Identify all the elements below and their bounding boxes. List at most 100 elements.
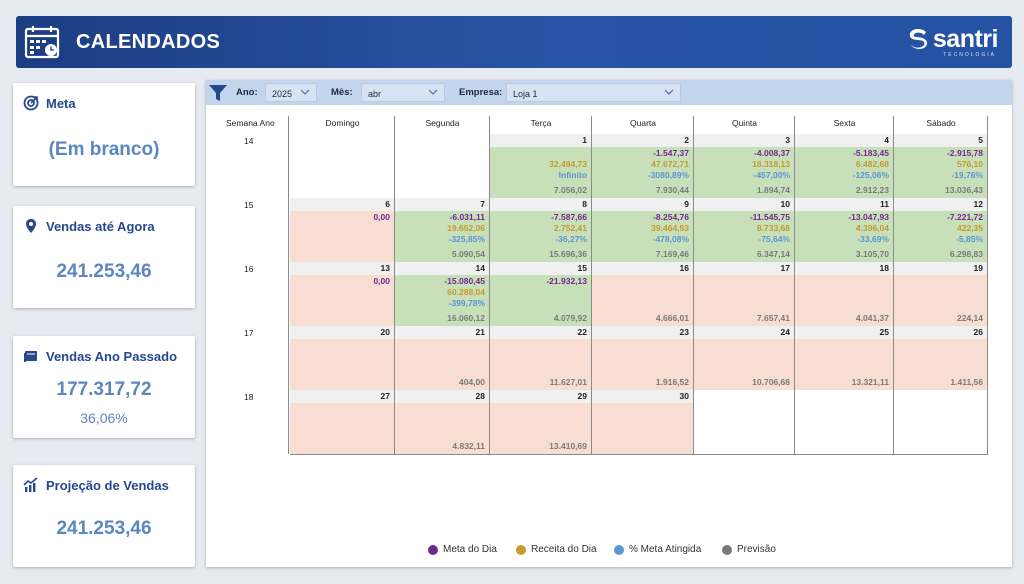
- day-number: 19: [894, 262, 987, 275]
- meta-do-dia-value: -6.031,11: [449, 212, 485, 222]
- empresa-select[interactable]: Loja 1: [506, 83, 681, 102]
- calendar-day-cell[interactable]: 7 -6.031,11 19.652,06 -325,85% 5.090,54: [395, 198, 489, 262]
- previsao-value: 4.666,01: [655, 313, 689, 323]
- day-cell-body: -1.547,37 47.672,71 -3080,89% 7.930,44: [592, 147, 693, 198]
- legend-item: Receita do Dia: [516, 544, 597, 555]
- week-number: 15: [244, 200, 254, 210]
- grid-line: [987, 116, 988, 454]
- day-number: 17: [694, 262, 794, 275]
- previsao-value: 10.706,68: [752, 377, 790, 387]
- calendar-day-cell[interactable]: 20: [290, 326, 394, 390]
- day-cell-body: 13.321,11: [795, 339, 893, 390]
- calendar-day-cell[interactable]: 3 -4.008,37 18.318,13 -457,00% 1.894,74: [694, 134, 794, 198]
- calendar-day-cell[interactable]: 12 -7.221,72 422,35 -5,85% 6.298,83: [894, 198, 987, 262]
- receita-do-dia-value: 576,10: [957, 159, 983, 169]
- previsao-value: 4.041,37: [855, 313, 889, 323]
- calendar-panel: Ano: 2025 Mês: abr Empresa: Loja 1 Seman…: [206, 80, 1012, 567]
- calendar-day-cell[interactable]: 30: [592, 390, 693, 454]
- calendar-day-cell[interactable]: 6 0,00: [290, 198, 394, 262]
- calendar-day-cell[interactable]: 5 -2.915,78 576,10 -19,76% 13.036,43: [894, 134, 987, 198]
- calendar-day-cell[interactable]: 9 -8.254,76 39.464,53 -478,08% 7.169,46: [592, 198, 693, 262]
- meta-atingida-value: -19,76%: [951, 170, 983, 180]
- day-cell-body: -21.932,13 4.079,92: [490, 275, 591, 326]
- previsao-value: 3.105,70: [855, 249, 889, 259]
- calendar-day-cell[interactable]: 13 0,00: [290, 262, 394, 326]
- calendar-day-cell[interactable]: 1 32.494,73 Infinito 7.056,02: [490, 134, 591, 198]
- day-number: 20: [290, 326, 394, 339]
- ano-select[interactable]: 2025: [265, 83, 317, 102]
- calendar-day-cell[interactable]: 29 13.410,69: [490, 390, 591, 454]
- meta-do-dia-value: 0,00: [373, 276, 390, 286]
- vendas-agora-title: Vendas até Agora: [23, 218, 155, 234]
- day-cell-body: -7.221,72 422,35 -5,85% 6.298,83: [894, 211, 987, 262]
- calendar-day-cell[interactable]: 28 4.832,11: [395, 390, 489, 454]
- calendar-day-cell[interactable]: 14 -15.080,45 60.288,04 -399,78% 16.060,12: [395, 262, 489, 326]
- calendar-day-cell[interactable]: 8 -7.587,66 2.752,41 -36,27% 15.696,36: [490, 198, 591, 262]
- meta-atingida-value: -125,06%: [852, 170, 889, 180]
- filter-bar: Ano: 2025 Mês: abr Empresa: Loja 1: [206, 80, 1012, 105]
- legend-dot-icon: [428, 544, 438, 555]
- receita-do-dia-value: 18.318,13: [752, 159, 790, 169]
- calendar-day-cell[interactable]: 11 -13.047,93 4.396,04 -33,69% 3.105,70: [795, 198, 893, 262]
- day-number: 3: [694, 134, 794, 147]
- day-number: 6: [290, 198, 394, 211]
- day-number: 2: [592, 134, 693, 147]
- day-number: 15: [490, 262, 591, 275]
- meta-do-dia-value: -8.254,76: [653, 212, 689, 222]
- calendar-day-cell[interactable]: 22 11.627,01: [490, 326, 591, 390]
- week-number: 18: [244, 392, 254, 402]
- calendar-day-cell[interactable]: 25 13.321,11: [795, 326, 893, 390]
- week-number: 17: [244, 328, 254, 338]
- day-cell-body: 13.410,69: [490, 403, 591, 454]
- santri-logo: santri TECNOLOGIA: [905, 26, 999, 58]
- mes-select[interactable]: abr: [361, 83, 445, 102]
- calendar-day-cell[interactable]: 27: [290, 390, 394, 454]
- app-header: CALENDADOS santri TECNOLOGIA: [16, 16, 1012, 68]
- receita-do-dia-value: 422,35: [957, 223, 983, 233]
- calendar-day-cell[interactable]: 4 -5.183,45 6.482,68 -125,06% 2.912,23: [795, 134, 893, 198]
- calendar-day-cell[interactable]: 17 7.657,41: [694, 262, 794, 326]
- meta-card: Meta (Em branco): [13, 83, 195, 186]
- day-cell-body: -6.031,11 19.652,06 -325,85% 5.090,54: [395, 211, 489, 262]
- calendar-day-cell[interactable]: 19 224,14: [894, 262, 987, 326]
- day-cell-body: 1.411,56: [894, 339, 987, 390]
- chevron-down-icon: [300, 89, 310, 95]
- meta-atingida-value: -75,64%: [758, 234, 790, 244]
- day-cell-body: 0,00: [290, 211, 394, 262]
- calendar-day-cell[interactable]: 26 1.411,56: [894, 326, 987, 390]
- day-number: 27: [290, 390, 394, 403]
- calendar-day-cell[interactable]: 21 404,00: [395, 326, 489, 390]
- calendar-day-cell[interactable]: 23 1.916,52: [592, 326, 693, 390]
- calendar-day-cell[interactable]: 10 -11.545,75 8.733,68 -75,64% 6.347,14: [694, 198, 794, 262]
- meta-do-dia-value: -5.183,45: [853, 148, 889, 158]
- grid-line: [394, 116, 395, 454]
- meta-atingida-value: Infinito: [558, 170, 587, 180]
- calendar-day-cell[interactable]: 24 10.706,68: [694, 326, 794, 390]
- calendar-day-cell[interactable]: 16 4.666,01: [592, 262, 693, 326]
- day-number: 10: [694, 198, 794, 211]
- ano-label: Ano:: [236, 87, 258, 98]
- projecao-card: Projeção de Vendas 241.253,46: [13, 465, 195, 567]
- day-header: Segunda: [425, 118, 460, 128]
- meta-atingida-value: -36,27%: [555, 234, 587, 244]
- day-cell-body: 7.657,41: [694, 275, 794, 326]
- day-number: 30: [592, 390, 693, 403]
- day-number: 5: [894, 134, 987, 147]
- meta-do-dia-value: -2.915,78: [947, 148, 983, 158]
- calendar-day-cell[interactable]: 18 4.041,37: [795, 262, 893, 326]
- day-number: 24: [694, 326, 794, 339]
- previsao-value: 7.657,41: [756, 313, 790, 323]
- day-cell-body: 4.041,37: [795, 275, 893, 326]
- receita-do-dia-value: 47.672,71: [651, 159, 689, 169]
- day-cell-body: -11.545,75 8.733,68 -75,64% 6.347,14: [694, 211, 794, 262]
- day-header: Domingo: [325, 118, 360, 128]
- grid-line: [794, 116, 795, 454]
- previsao-value: 15.696,36: [549, 249, 587, 259]
- day-cell-body: -2.915,78 576,10 -19,76% 13.036,43: [894, 147, 987, 198]
- projecao-value: 241.253,46: [56, 518, 152, 539]
- day-cell-body: 4.666,01: [592, 275, 693, 326]
- calendar-day-cell[interactable]: 15 -21.932,13 4.079,92: [490, 262, 591, 326]
- filter-icon[interactable]: [208, 83, 228, 103]
- calendar-day-cell[interactable]: 2 -1.547,37 47.672,71 -3080,89% 7.930,44: [592, 134, 693, 198]
- day-cell-body: -4.008,37 18.318,13 -457,00% 1.894,74: [694, 147, 794, 198]
